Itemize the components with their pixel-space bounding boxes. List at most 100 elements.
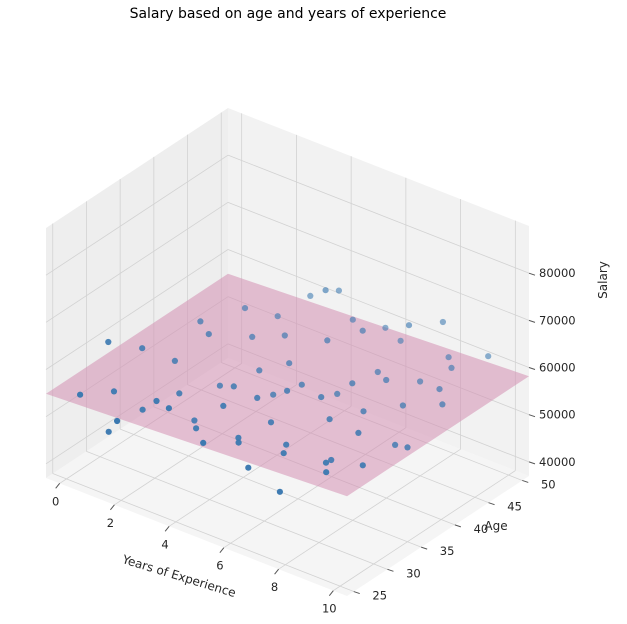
data-point (171, 357, 178, 364)
fitted-plane-layer (46, 273, 529, 497)
data-point (307, 292, 314, 299)
data-point (298, 381, 305, 388)
data-point (276, 488, 283, 495)
x-grid-floor (333, 470, 516, 591)
data-point (485, 353, 492, 360)
data-point (139, 406, 146, 413)
data-point (445, 354, 452, 361)
y-grid-floor (120, 428, 422, 548)
data-point (139, 345, 146, 352)
data-point (324, 337, 331, 344)
data-point (110, 388, 118, 395)
data-point (281, 332, 288, 339)
x-tick-mark (328, 590, 334, 596)
data-point (439, 318, 446, 326)
data-point (105, 428, 112, 435)
axes-ticks: 0 2 4 6 8 10 25 30 35 40 45 50 40000 50000 60000 70000 8… (52, 266, 576, 615)
data-point (383, 376, 390, 384)
z-tick-label: 60000 (539, 361, 576, 375)
scatter-points (77, 287, 492, 495)
data-point (241, 305, 249, 312)
data-point (254, 394, 261, 401)
data-point (286, 360, 293, 367)
y-tick-label: 30 (406, 566, 421, 580)
z-tick-label: 80000 (539, 266, 576, 280)
y-tick-mark (454, 524, 462, 528)
y-tick-mark (488, 502, 495, 506)
y-tick-mark (420, 546, 428, 550)
y-grid-floor (52, 473, 354, 592)
x-tick-mark (110, 504, 115, 511)
data-point (249, 333, 256, 340)
y-tick-mark (522, 479, 529, 483)
fitted-plane (46, 273, 529, 497)
data-point (326, 416, 333, 423)
z-grid-side (45, 202, 229, 323)
data-point (270, 391, 277, 398)
z-axis-label: Salary (596, 261, 610, 299)
data-point (322, 287, 329, 294)
data-point (200, 439, 207, 446)
y-tick-mark (387, 568, 394, 572)
data-point (328, 456, 335, 464)
data-point (399, 402, 406, 409)
data-point (360, 408, 367, 415)
x-grid-floor (278, 448, 461, 570)
data-point (216, 382, 223, 389)
data-point (382, 324, 389, 331)
y-tick-label: 45 (507, 500, 522, 514)
data-point (153, 397, 160, 405)
data-point (335, 287, 342, 294)
data-point (77, 391, 84, 398)
data-point (267, 419, 275, 426)
data-point (323, 469, 330, 476)
z-grid-back (227, 201, 530, 321)
data-point (439, 401, 446, 408)
data-point (191, 417, 198, 424)
z-grid-back (227, 154, 530, 274)
data-point (334, 390, 341, 397)
z-tick-mark (528, 414, 536, 418)
y-tick-label: 50 (541, 477, 556, 491)
data-point (397, 337, 404, 344)
data-point (318, 394, 325, 401)
x-tick-label: 4 (161, 537, 168, 551)
data-point (114, 417, 121, 425)
z-tick-label: 70000 (539, 313, 576, 327)
data-point (235, 439, 242, 446)
x-tick-mark (219, 547, 225, 554)
x-tick-label: 8 (271, 580, 278, 594)
data-point (230, 383, 237, 390)
data-point (205, 331, 212, 338)
data-point (404, 444, 411, 451)
y-axis-label: Age (484, 519, 507, 533)
data-point (359, 462, 366, 469)
x-tick-label: 2 (107, 516, 114, 530)
y-grid-floor (86, 450, 388, 570)
data-point (283, 441, 290, 448)
z-grid-back (227, 249, 530, 368)
z-tick-mark (528, 272, 536, 276)
y-tick-label: 40 (474, 522, 489, 536)
x-tick-label: 6 (216, 559, 223, 573)
x-tick-mark (55, 483, 61, 489)
z-grid-side (45, 154, 229, 276)
data-point (355, 429, 362, 436)
data-point (322, 459, 330, 466)
data-point (274, 313, 281, 320)
data-point (436, 386, 443, 393)
z-tick-mark (528, 319, 536, 323)
data-point (349, 380, 356, 387)
x-tick-mark (274, 568, 279, 575)
data-point (235, 434, 242, 441)
data-point (176, 390, 183, 397)
z-tick-label: 40000 (539, 455, 576, 469)
data-point (256, 367, 263, 374)
y-tick-mark (353, 591, 360, 595)
z-tick-mark (528, 367, 536, 370)
data-point (448, 364, 455, 371)
data-point (280, 450, 287, 457)
y-tick-label: 25 (372, 589, 387, 603)
x-tick-mark (164, 525, 170, 532)
